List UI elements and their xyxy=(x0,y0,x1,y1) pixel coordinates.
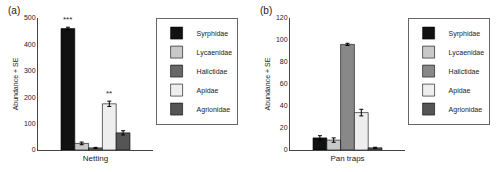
svg-text:***: *** xyxy=(63,15,72,24)
svg-text:(b): (b) xyxy=(260,5,272,16)
svg-text:400: 400 xyxy=(24,41,36,48)
svg-text:Halictidae: Halictidae xyxy=(197,68,228,75)
svg-text:Pan traps: Pan traps xyxy=(330,154,364,163)
svg-text:0: 0 xyxy=(32,146,36,153)
svg-text:Syrphidae: Syrphidae xyxy=(197,30,229,38)
svg-text:Agrionidae: Agrionidae xyxy=(449,106,483,114)
svg-text:500: 500 xyxy=(24,14,36,21)
svg-text:300: 300 xyxy=(24,67,36,74)
svg-text:100: 100 xyxy=(276,36,288,43)
svg-text:(a): (a) xyxy=(8,5,20,16)
svg-text:40: 40 xyxy=(280,102,288,109)
svg-text:0: 0 xyxy=(284,146,288,153)
svg-text:Netting: Netting xyxy=(83,154,108,163)
svg-text:Agrionidae: Agrionidae xyxy=(197,106,231,114)
svg-text:Lycaenidae: Lycaenidae xyxy=(449,49,485,57)
svg-text:60: 60 xyxy=(280,80,288,87)
svg-text:Syrphidae: Syrphidae xyxy=(449,30,481,38)
svg-text:20: 20 xyxy=(280,124,288,131)
svg-text:Abundance + SE: Abundance + SE xyxy=(12,57,19,110)
svg-text:200: 200 xyxy=(24,94,36,101)
svg-text:80: 80 xyxy=(280,58,288,65)
svg-text:120: 120 xyxy=(276,14,288,21)
svg-text:100: 100 xyxy=(24,120,36,127)
svg-text:**: ** xyxy=(106,89,112,98)
svg-text:Abundance + SE: Abundance + SE xyxy=(264,57,271,110)
svg-text:Apidae: Apidae xyxy=(197,87,219,95)
svg-text:Halictidae: Halictidae xyxy=(449,68,480,75)
svg-text:Apidae: Apidae xyxy=(449,87,471,95)
svg-text:Lycaenidae: Lycaenidae xyxy=(197,49,233,57)
